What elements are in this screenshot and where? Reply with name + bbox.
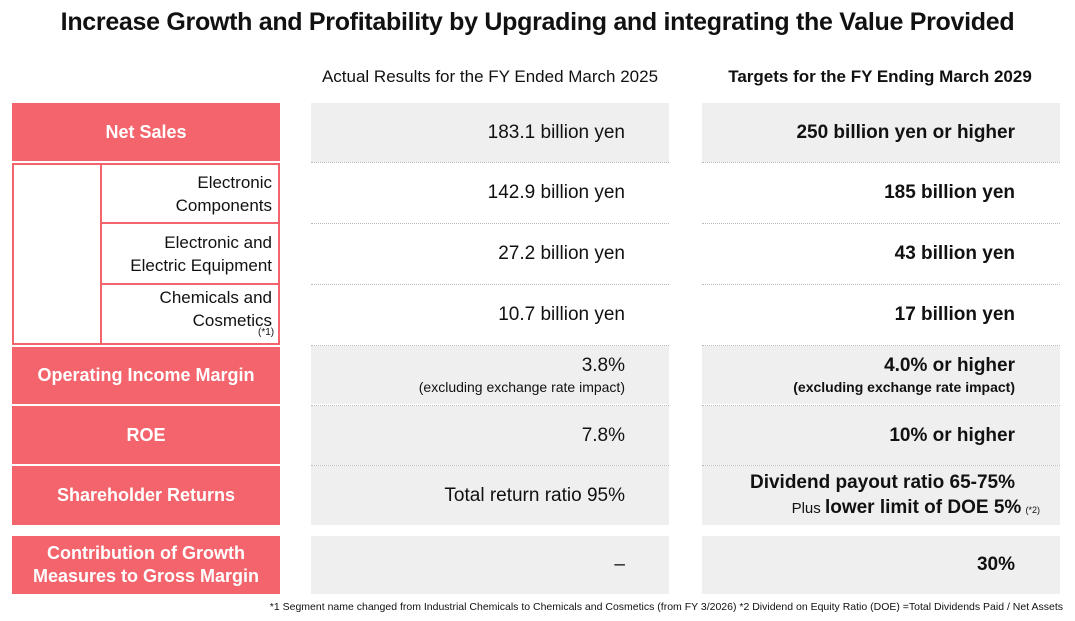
target-net-sales: 250 billion yen or higher	[702, 103, 1060, 162]
label-electronic-components: Electronic Components	[175, 173, 272, 215]
footnote-marker-1: (*1)	[258, 327, 275, 338]
label-roe: ROE	[12, 406, 280, 464]
row-separator	[702, 162, 1060, 163]
target-shareholder-returns: Dividend payout ratio 65-75% Plus lower …	[702, 466, 1060, 525]
column-header-target: Targets for the FY Ending March 2029	[728, 67, 1032, 86]
actual-operating-income-margin: 3.8% (excluding exchange rate impact)	[311, 346, 669, 404]
label-shareholder-returns: Shareholder Returns	[12, 466, 280, 525]
row-separator	[311, 345, 669, 346]
page-title: Increase Growth and Profitability by Upg…	[60, 8, 1015, 36]
row-separator	[702, 405, 1060, 406]
row-separator	[702, 284, 1060, 285]
target-electronic-equipment: 43 billion yen	[702, 224, 1060, 283]
row-separator	[702, 345, 1060, 346]
target-chemicals-cosmetics: 17 billion yen	[702, 285, 1060, 345]
target-operating-income-margin: 4.0% or higher (excluding exchange rate …	[702, 346, 1060, 404]
segment-divider	[100, 222, 280, 224]
target-roe: 10% or higher	[702, 406, 1060, 465]
label-contribution-growth: Contribution of Growth Measures to Gross…	[12, 536, 280, 594]
actual-roe: 7.8%	[311, 406, 669, 465]
row-separator	[311, 162, 669, 163]
target-electronic-components: 185 billion yen	[702, 163, 1060, 222]
label-operating-income-margin: Operating Income Margin	[12, 347, 280, 404]
actual-contribution-growth: –	[311, 536, 669, 594]
label-chemicals-cosmetics: Chemicals and Cosmetics	[159, 288, 272, 330]
actual-electronic-equipment: 27.2 billion yen	[311, 224, 669, 283]
column-header-actual: Actual Results for the FY Ended March 20…	[321, 67, 659, 86]
row-separator	[702, 223, 1060, 224]
row-separator	[311, 405, 669, 406]
row-separator	[311, 223, 669, 224]
footnotes: *1 Segment name changed from Industrial …	[269, 601, 1063, 613]
actual-electronic-components: 142.9 billion yen	[311, 163, 669, 222]
target-contribution-growth: 30%	[702, 536, 1060, 594]
segment-divider-vertical	[100, 163, 102, 345]
segment-label-frame	[12, 163, 280, 345]
segment-divider	[100, 283, 280, 285]
label-electronic-equipment: Electronic and Electric Equipment	[130, 233, 272, 275]
actual-net-sales: 183.1 billion yen	[311, 103, 669, 162]
label-net-sales: Net Sales	[12, 103, 280, 161]
row-separator	[311, 465, 669, 466]
actual-shareholder-returns: Total return ratio 95%	[311, 466, 669, 525]
row-separator	[311, 284, 669, 285]
actual-chemicals-cosmetics: 10.7 billion yen	[311, 285, 669, 345]
row-separator	[702, 465, 1060, 466]
